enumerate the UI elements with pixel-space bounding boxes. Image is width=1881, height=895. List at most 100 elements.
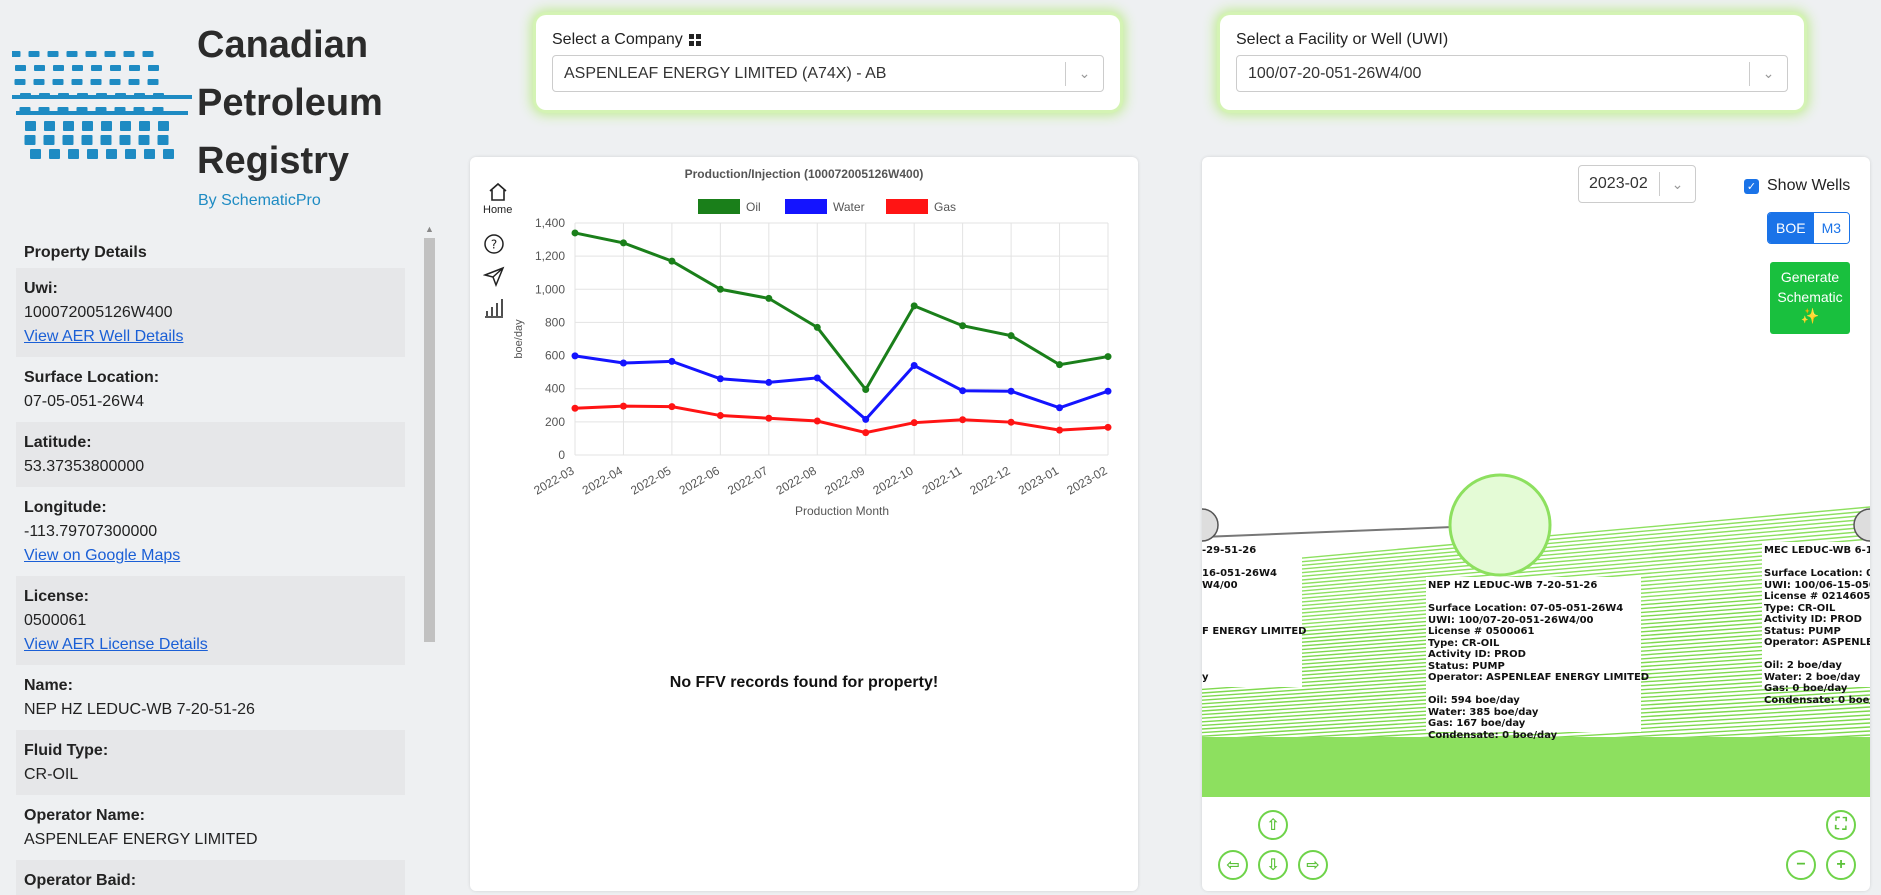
detail-link[interactable]: View on Google Maps [24, 547, 181, 564]
data-point-oil [619, 239, 627, 247]
pan-right-button[interactable]: ⇨ [1298, 850, 1328, 880]
chart-help-tool[interactable]: ? [483, 233, 505, 255]
data-point-gas [765, 414, 773, 422]
data-point-water [1104, 387, 1112, 395]
left-well-label: -29-51-26 16-051-26W4 W4/00 F ENERGY LIM… [1202, 545, 1307, 683]
logo-grid-cell [33, 79, 45, 85]
pan-down-button[interactable]: ⇩ [1258, 850, 1288, 880]
facility-select[interactable]: 100/07-20-051-26W4/00 ⌄ [1236, 55, 1788, 92]
logo-grid-cell [138, 135, 150, 145]
logo-grid-cell [104, 51, 116, 57]
fit-view-button[interactable]: ⛶ [1826, 810, 1856, 840]
x-tick-label: 2022-10 [871, 463, 916, 497]
detail-row: Latitude: 53.37353800000 [16, 422, 405, 487]
magic-wand-icon: ✨ [1800, 308, 1820, 325]
chart-type-tool[interactable] [483, 297, 505, 319]
show-wells-toggle[interactable]: ✓ Show Wells [1744, 177, 1850, 195]
logo-grid-line [16, 111, 188, 115]
legend-label: Water [833, 200, 865, 214]
left-label-box [1202, 542, 1302, 687]
data-point-oil [862, 386, 870, 394]
y-tick-label: 600 [545, 349, 565, 363]
detail-link[interactable]: View AER License Details [24, 636, 208, 653]
logo-grid-cell [119, 135, 131, 145]
details-scrollbar[interactable]: ▲ [422, 222, 436, 895]
logo-grid-cell [72, 65, 83, 71]
data-point-gas [813, 417, 821, 425]
right-well-node [1853, 508, 1870, 542]
company-select-card: Select a Company ASPENLEAF ENERGY LIMITE… [536, 15, 1120, 110]
production-line-chart: Production/Injection (100072005126W400) O… [513, 167, 1112, 518]
company-select-value: ASPENLEAF ENERGY LIMITED (A74X) - AB [564, 64, 887, 82]
logo-grid-cell [15, 65, 26, 71]
generate-schematic-button[interactable]: Generate Schematic ✨ [1770, 262, 1850, 334]
m3-unit-button[interactable]: M3 [1813, 213, 1850, 243]
logo-grid-cell [129, 65, 140, 71]
x-tick-label: 2022-11 [920, 463, 965, 497]
logo-grid-cell [106, 149, 117, 159]
detail-link[interactable]: View AER Well Details [24, 328, 184, 345]
checkbox-checked-icon[interactable]: ✓ [1744, 178, 1759, 194]
y-tick-label: 200 [545, 415, 565, 429]
show-wells-label: Show Wells [1767, 177, 1851, 194]
selected-well-node [1448, 473, 1552, 577]
detail-value: 100072005126W400 [24, 304, 173, 321]
detail-label: Fluid Type: [24, 742, 109, 759]
zoom-out-button[interactable]: − [1786, 850, 1816, 880]
data-point-gas [862, 429, 870, 437]
chart-home-tool[interactable]: Home [483, 181, 512, 216]
center-well-label: NEP HZ LEDUC-WB 7-20-51-26 Surface Locat… [1428, 580, 1650, 741]
data-point-gas [571, 404, 579, 412]
windows-grid-icon [688, 34, 701, 46]
schematic-canvas[interactable] [1202, 157, 1870, 891]
chevron-down-icon[interactable]: ⌄ [1659, 172, 1695, 196]
logo-grid-cell [25, 121, 36, 131]
series-line-gas [574, 404, 1109, 435]
data-point-water [716, 375, 724, 383]
chevron-down-icon[interactable]: ⌄ [1065, 61, 1103, 86]
boe-unit-button[interactable]: BOE [1768, 213, 1814, 243]
legend-swatch [698, 199, 740, 214]
center-label-box [1426, 577, 1641, 732]
detail-label: Uwi: [24, 280, 58, 297]
data-point-gas [959, 416, 967, 424]
logo-grid-cell [34, 65, 45, 71]
logo-grid-cell [101, 121, 112, 131]
facility-select-label: Select a Facility or Well (UWI) [1236, 31, 1449, 48]
data-point-oil [765, 294, 773, 302]
detail-row: License: 0500061 View AER License Details [16, 576, 405, 665]
pipeline-line [1202, 534, 1870, 593]
logo-grid-cell [100, 135, 112, 145]
no-ffv-message: No FFV records found for property! [669, 674, 939, 691]
data-point-oil [813, 323, 821, 331]
schematic-label: Schematic [1777, 289, 1843, 305]
zoom-in-icon: + [1836, 856, 1846, 873]
detail-row: Surface Location: 07-05-051-26W4 [16, 357, 405, 422]
chart-export-tool[interactable] [483, 265, 505, 287]
y-tick-label: 1,200 [535, 249, 565, 263]
data-point-gas [619, 402, 627, 410]
detail-label: Name: [24, 677, 73, 694]
pan-left-button[interactable]: ⇦ [1218, 850, 1248, 880]
schematic-date-value: 2023-02 [1589, 175, 1648, 192]
logo-grid-cell [43, 135, 55, 145]
data-point-water [910, 362, 918, 370]
brand-logo: Canadian Petroleum Registry By Schematic… [10, 10, 390, 209]
pan-up-button[interactable]: ⇧ [1258, 810, 1288, 840]
logo-grid-cell [90, 79, 102, 85]
bar-chart-icon [485, 299, 503, 318]
scroll-thumb[interactable] [424, 238, 435, 642]
data-point-gas [1056, 426, 1064, 434]
y-tick-label: 1,400 [535, 216, 565, 230]
brand-subtitle: By SchematicPro [198, 192, 321, 209]
arrow-right-icon: ⇨ [1306, 857, 1320, 874]
chevron-down-icon[interactable]: ⌄ [1749, 61, 1787, 86]
logo-grid-cell [123, 51, 135, 57]
scroll-up-icon[interactable]: ▲ [425, 224, 434, 234]
schematic-date-select[interactable]: 2023-02 ⌄ [1578, 165, 1696, 203]
zoom-in-button[interactable]: + [1826, 850, 1856, 880]
company-select[interactable]: ASPENLEAF ENERGY LIMITED (A74X) - AB ⌄ [552, 55, 1104, 92]
data-point-water [1007, 387, 1015, 395]
legend-swatch [886, 199, 928, 214]
logo-grid-cell [147, 79, 159, 85]
